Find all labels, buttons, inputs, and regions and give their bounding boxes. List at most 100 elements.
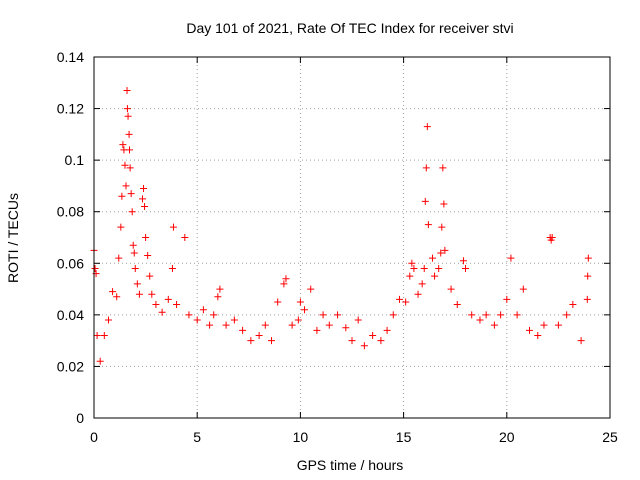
data-point bbox=[93, 331, 101, 339]
data-point bbox=[288, 321, 296, 329]
y-tick-label: 0.14 bbox=[57, 49, 84, 65]
data-point bbox=[210, 311, 218, 319]
data-point bbox=[462, 264, 470, 272]
data-point bbox=[274, 298, 282, 306]
data-point bbox=[369, 331, 377, 339]
data-point bbox=[507, 254, 515, 262]
data-point bbox=[140, 185, 148, 193]
x-tick-label: 5 bbox=[193, 429, 201, 445]
data-point bbox=[113, 293, 121, 301]
data-point bbox=[548, 234, 556, 241]
data-point bbox=[100, 331, 108, 339]
data-point bbox=[414, 290, 422, 298]
data-point bbox=[431, 272, 439, 280]
data-point bbox=[126, 164, 134, 172]
data-point bbox=[131, 264, 139, 272]
data-point bbox=[185, 311, 193, 319]
data-point bbox=[255, 331, 263, 339]
data-point bbox=[402, 298, 410, 306]
y-tick-labels: 0 0.02 0.04 0.06 0.08 0.1 0.12 0.14 bbox=[57, 49, 84, 426]
data-point bbox=[119, 141, 127, 149]
data-point bbox=[319, 311, 327, 319]
data-point bbox=[383, 326, 391, 334]
data-point bbox=[354, 316, 362, 324]
data-point bbox=[142, 234, 150, 241]
data-point bbox=[423, 123, 431, 131]
data-point bbox=[441, 246, 449, 254]
data-point bbox=[130, 249, 138, 257]
data-point bbox=[127, 190, 135, 198]
data-point bbox=[453, 301, 461, 309]
data-point bbox=[168, 264, 176, 272]
data-point bbox=[109, 288, 117, 296]
x-tick-label: 20 bbox=[499, 429, 515, 445]
data-point bbox=[447, 285, 455, 293]
data-point bbox=[534, 331, 542, 339]
data-point bbox=[115, 254, 123, 262]
data-point bbox=[437, 249, 445, 257]
data-point bbox=[307, 285, 315, 293]
data-point bbox=[513, 311, 521, 319]
plot-frame bbox=[93, 56, 611, 419]
data-point bbox=[164, 295, 172, 303]
data-point bbox=[181, 234, 189, 241]
data-point bbox=[301, 306, 309, 314]
data-point bbox=[125, 130, 133, 138]
data-point bbox=[121, 161, 129, 169]
data-point bbox=[296, 298, 304, 306]
y-tick-label: 0.1 bbox=[65, 152, 85, 168]
data-point bbox=[144, 252, 152, 260]
y-tick-label: 0.08 bbox=[57, 204, 84, 220]
data-point bbox=[348, 337, 356, 345]
data-point bbox=[476, 316, 484, 324]
data-point bbox=[214, 293, 222, 301]
data-point bbox=[482, 311, 490, 319]
data-point bbox=[526, 326, 534, 334]
axis-ticks bbox=[93, 56, 611, 419]
data-point bbox=[123, 105, 131, 113]
data-point bbox=[410, 264, 418, 272]
data-point bbox=[141, 203, 149, 211]
data-point bbox=[91, 264, 99, 272]
data-point bbox=[122, 182, 130, 190]
data-point bbox=[239, 326, 247, 334]
data-point bbox=[117, 223, 125, 231]
data-point bbox=[146, 272, 154, 280]
data-point bbox=[133, 280, 141, 288]
chart-title: Day 101 of 2021, Rate Of TEC Index for r… bbox=[186, 20, 513, 36]
x-tick-label: 15 bbox=[396, 429, 412, 445]
data-point bbox=[389, 311, 397, 319]
data-point bbox=[158, 308, 166, 316]
x-tick-label: 0 bbox=[90, 429, 98, 445]
data-point bbox=[123, 87, 131, 95]
data-point bbox=[577, 337, 585, 345]
data-point bbox=[395, 295, 403, 303]
data-point bbox=[135, 290, 143, 298]
data-point bbox=[118, 192, 126, 200]
data-point bbox=[584, 254, 592, 262]
data-point bbox=[126, 146, 134, 154]
data-point bbox=[503, 295, 511, 303]
data-point bbox=[104, 316, 112, 324]
x-tick-label: 10 bbox=[293, 429, 309, 445]
data-point bbox=[268, 337, 276, 345]
data-point bbox=[519, 285, 527, 293]
grid-lines bbox=[94, 57, 610, 418]
data-point bbox=[124, 112, 132, 120]
data-point bbox=[96, 357, 104, 365]
data-point bbox=[230, 316, 238, 324]
data-point bbox=[169, 223, 177, 231]
data-point bbox=[261, 321, 269, 329]
data-point bbox=[497, 311, 505, 319]
y-tick-label: 0.02 bbox=[57, 358, 84, 374]
data-point bbox=[206, 321, 214, 329]
data-point bbox=[439, 164, 447, 172]
data-point bbox=[440, 200, 448, 208]
data-point bbox=[435, 264, 443, 272]
data-point bbox=[342, 324, 350, 332]
data-point bbox=[325, 321, 333, 329]
data-point bbox=[377, 337, 385, 345]
y-tick-label: 0.06 bbox=[57, 255, 84, 271]
x-tick-labels: 0 5 10 15 20 25 bbox=[90, 429, 618, 445]
data-point bbox=[459, 257, 467, 265]
